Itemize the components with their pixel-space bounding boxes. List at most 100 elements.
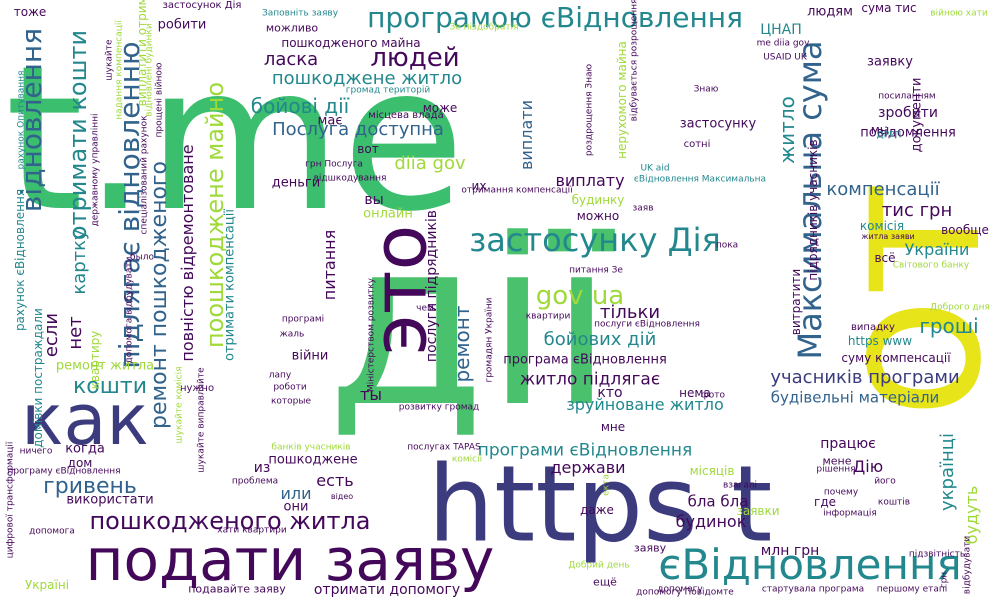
cloud-word-dobroho-dnia: Доброго дня (930, 302, 990, 313)
cloud-word-nuzhno: нужно (179, 383, 215, 394)
cloud-word-yoho: його (874, 476, 896, 487)
cloud-word-derzhavy: держави (550, 458, 626, 477)
cloud-word-iz: из (253, 460, 271, 476)
cloud-word-poshkodzhene-zhytlo: пошкоджене житло (271, 68, 463, 89)
cloud-word-onlain: онлайн (363, 206, 413, 222)
cloud-word-nerukhomoho: нерухомого майна (615, 41, 629, 159)
cloud-word-znaiu: Знаю (693, 84, 719, 95)
cloud-word-tsnap: ЦНАП (760, 22, 802, 38)
cloud-word-koshty: кошти (73, 374, 147, 399)
cloud-word-mozhlyvo: можливо (265, 21, 319, 35)
cloud-word-zhytlo-pidliahaie: житло підлягає (519, 369, 661, 390)
cloud-word-svitovoho-banku: Світового банку (892, 260, 970, 271)
cloud-word-informatsiia: інформація (823, 508, 877, 519)
cloud-word-https-t: https t (427, 443, 773, 566)
cloud-word-tu: ты (360, 385, 382, 404)
cloud-word-povidomlennia: повідомлення (860, 125, 956, 141)
cloud-word-zrobyty: зробити (878, 105, 938, 121)
cloud-word-vidshkoduvannia: відшкодування (313, 173, 387, 184)
cloud-word-zapovnit: Заповніть заяву (261, 8, 339, 19)
cloud-word-posluhy-vidnovlennia: послуги єВідновлення (594, 319, 700, 330)
cloud-word-poshkodzhene: пошкоджене (268, 452, 358, 468)
cloud-word-zaiavku: заявку (867, 54, 913, 70)
cloud-word-ministerstvom: Міністерством розвитку (366, 278, 377, 392)
cloud-word-vzahali: взагалі (722, 480, 758, 491)
cloud-word-diia-gov: diia gov (394, 153, 466, 174)
cloud-word-vsio: всё (874, 251, 896, 265)
cloud-word-dopomohu-povidomte: допомогу Повідомте (636, 587, 734, 598)
cloud-word-drrp: ДРРП (876, 130, 902, 141)
cloud-word-de: где (814, 495, 836, 509)
cloud-word-poka: пока (715, 240, 739, 251)
cloud-word-sotni: сотні (683, 139, 711, 150)
cloud-word-pidzvitnist: підзвітність (908, 549, 966, 560)
cloud-word-vypadku: випадку (851, 322, 895, 333)
cloud-word-my: мы (870, 123, 890, 137)
cloud-word-diiu: Дію (852, 457, 884, 476)
cloud-word-viiny: війни (291, 348, 329, 364)
cloud-word-derzhavnomu: державному управлінні (90, 113, 101, 227)
cloud-word-vytratyty: витратити (789, 268, 803, 336)
cloud-word-kvartyru: квартиру (88, 330, 102, 390)
cloud-word-rozshchenyi: прощені війною (154, 62, 165, 138)
cloud-word-bankiv: банків учасників (271, 442, 351, 453)
cloud-word-rishennia: рішення (816, 464, 856, 475)
cloud-word-kotorye: которые (270, 396, 312, 407)
cloud-word-prohrami: програмі (281, 314, 325, 325)
cloud-word-maie: має (317, 113, 343, 129)
cloud-word-mene: мене (822, 454, 852, 468)
cloud-word-remont-zhytla: ремонт житла (55, 358, 155, 374)
cloud-word-liudei: людей (370, 43, 460, 73)
cloud-word-shukaite-komisiia: шукайте комісія (174, 366, 185, 444)
cloud-word-nema: нема (679, 386, 711, 400)
cloud-word-dazhe: даже (580, 503, 614, 517)
cloud-word-boiovi-dii: бойові дії (250, 94, 350, 118)
cloud-word-vidnovlenu-maino: роздрощення Знаю (584, 63, 595, 157)
cloud-word-pidriadnykiv: підрядників учасників (806, 139, 820, 281)
cloud-word-bulo: было (130, 252, 154, 263)
cloud-word-poshkodzhenoho-maina: пошкодженого майна (281, 36, 421, 50)
cloud-word-kak: как (21, 379, 149, 461)
cloud-word-otrymaty-koshty: отримати кошти (64, 29, 92, 241)
cloud-word-pochemu: почему (823, 487, 859, 498)
cloud-word-dopomoha-vidbuduvaty: допомога відбудувати (124, 256, 135, 364)
cloud-word-hrn: грн (939, 571, 950, 589)
cloud-word-tsyfrovoi: цифрової трансформації (5, 441, 16, 559)
cloud-word-pytannia-ze: питання Зе (569, 265, 623, 276)
cloud-word-prohrama-vidnovlennia: програма єВідновлення (503, 352, 667, 368)
cloud-word-ieshche: ещё (593, 575, 617, 589)
cloud-word-usaid: USAID UK (763, 52, 807, 63)
cloud-word-zaiav: заяв (632, 203, 654, 214)
cloud-word-vidnovlennia: єВідновлення (658, 540, 962, 589)
cloud-word-vidbuduvaty: відбудувати (962, 535, 973, 595)
cloud-word-mne: мне (600, 420, 626, 434)
cloud-word-posluhakh-tapas: послугах TAPAS (407, 442, 481, 453)
cloud-word-otrymaty-dopomohu: отримати допомогу (313, 582, 461, 598)
cloud-word-poslugy-pidriadnykiv: послуги підрядників (424, 209, 440, 363)
cloud-word-zhytlo: житло (775, 96, 799, 164)
cloud-word-zastosunok-diia: застосунок Дія (162, 0, 242, 11)
cloud-word-otrymannia: отримання компенсації (461, 185, 573, 196)
cloud-word-dengi: деньги (271, 175, 321, 191)
cloud-word-sumu-kompensatsii: суму компенсації (841, 351, 951, 365)
cloud-word-ukrainy: України (904, 240, 970, 259)
cloud-word-ukraintsi: українці (937, 432, 958, 512)
cloud-word-spetsialnyi: спеціалізований рахунок (139, 115, 150, 235)
cloud-word-podavaite: подавайте заяву (188, 582, 286, 596)
cloud-word-dii: дії (326, 191, 614, 458)
cloud-word-posluha-dostupna: Послуга доступна (272, 119, 444, 140)
cloud-word-pytannia: питання (320, 229, 339, 301)
cloud-word-budynku: будинку (571, 193, 625, 207)
cloud-word-podaty-zayavu: подати заяву (85, 526, 495, 594)
cloud-word-budynok: будинок (675, 512, 747, 531)
cloud-word-https-www: https www (847, 334, 913, 348)
cloud-word-suma-tys: сума тис (861, 1, 917, 15)
cloud-word-vidnovlennia-maks: єВідновлення Максимальна (633, 174, 767, 185)
cloud-word-zhal: жаль (279, 329, 305, 340)
cloud-word-ili: или (280, 484, 312, 503)
cloud-word-zruinovane: зруйноване житло (566, 395, 724, 414)
cloud-word-gov-ua: gov ua (535, 281, 625, 311)
cloud-word-prohramoiu: програмою єВідновлення (367, 1, 743, 34)
cloud-word-vidbuvaiutsia: відбувається розрощення (629, 0, 640, 122)
